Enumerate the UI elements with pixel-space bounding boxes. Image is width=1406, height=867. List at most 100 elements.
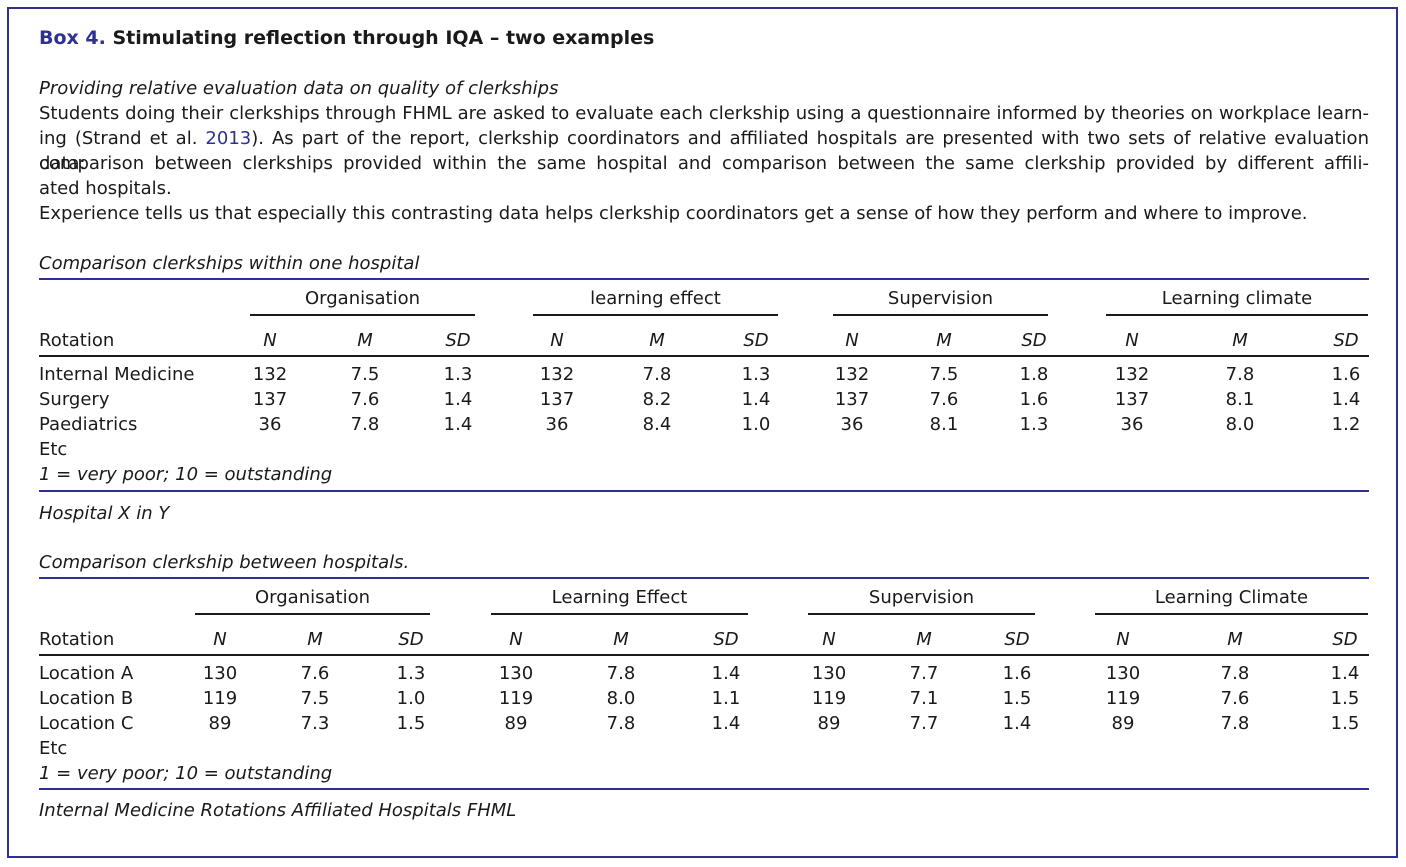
- table-cell: 36: [1120, 414, 1144, 435]
- scale-note: 1 = very poor; 10 = outstanding: [39, 763, 333, 784]
- table-cell: 137: [834, 389, 870, 410]
- column-group-underline: [808, 613, 1035, 615]
- table-top-rule: [39, 278, 1369, 280]
- table-cell: 137: [252, 389, 288, 410]
- row-label: Location A: [39, 663, 134, 684]
- column-subheader: M: [307, 629, 323, 650]
- column-subheader: M: [649, 330, 665, 351]
- table-cell: 7.7: [909, 713, 939, 734]
- row-etc: Etc: [39, 738, 68, 759]
- table-cell: 137: [1114, 389, 1150, 410]
- table-cell: 132: [252, 364, 288, 385]
- table-cell: 1.4: [443, 414, 473, 435]
- column-group-underline: [1095, 613, 1368, 615]
- table-cell: 1.4: [711, 713, 741, 734]
- row-header: Rotation: [39, 330, 115, 351]
- column-group-underline: [833, 314, 1048, 316]
- column-subheader: SD: [398, 629, 424, 650]
- paragraph-line-2: ing (Strand et al. 2013). As part of the…: [39, 126, 1369, 176]
- table-cell: 132: [834, 364, 870, 385]
- table-cell: 119: [1105, 688, 1141, 709]
- column-subheader: M: [916, 629, 932, 650]
- table-cell: 7.5: [929, 364, 959, 385]
- table-cell: 1.3: [443, 364, 473, 385]
- row-label: Location B: [39, 688, 134, 709]
- table-cell: 1.3: [1019, 414, 1049, 435]
- row-etc: Etc: [39, 439, 68, 460]
- column-subheader: N: [845, 330, 859, 351]
- column-subheader: SD: [1021, 330, 1047, 351]
- table-cell: 8.0: [1225, 414, 1255, 435]
- table-cell: 1.0: [396, 688, 426, 709]
- column-subheader: N: [213, 629, 227, 650]
- table-cell: 7.6: [929, 389, 959, 410]
- table-cell: 1.5: [1002, 688, 1032, 709]
- table-cell: 119: [498, 688, 534, 709]
- table-cell: 7.8: [1225, 364, 1255, 385]
- column-subheader: SD: [743, 330, 769, 351]
- column-subheader: N: [550, 330, 564, 351]
- column-group-header: Learning Climate: [1154, 587, 1309, 608]
- table-cell: 7.8: [1220, 713, 1250, 734]
- column-group-header: Supervision: [887, 288, 994, 309]
- table-cell: 1.4: [711, 663, 741, 684]
- box-subtitle: Providing relative evaluation data on qu…: [39, 78, 559, 99]
- column-subheader: N: [1116, 629, 1130, 650]
- table-top-rule: [39, 577, 1369, 579]
- table-cell: 1.6: [1002, 663, 1032, 684]
- table-cell: 132: [539, 364, 575, 385]
- table-cell: 7.5: [300, 688, 330, 709]
- table-header-rule: [39, 654, 1369, 656]
- table-cell: 1.3: [741, 364, 771, 385]
- table-cell: 36: [258, 414, 282, 435]
- column-group-underline: [491, 613, 748, 615]
- citation-link[interactable]: 2013: [205, 128, 252, 149]
- table-cell: 7.6: [350, 389, 380, 410]
- table-cell: 130: [202, 663, 238, 684]
- table-cell: 8.1: [1225, 389, 1255, 410]
- table-cell: 7.8: [1220, 663, 1250, 684]
- table-cell: 1.1: [711, 688, 741, 709]
- table-bottom-rule: [39, 788, 1369, 790]
- table-cell: 89: [504, 713, 528, 734]
- table-cell: 7.7: [909, 663, 939, 684]
- table-footer: Internal Medicine Rotations Affiliated H…: [39, 800, 517, 821]
- table-cell: 130: [1105, 663, 1141, 684]
- table-cell: 7.8: [350, 414, 380, 435]
- row-header: Rotation: [39, 629, 115, 650]
- table-cell: 1.6: [1331, 364, 1361, 385]
- column-subheader: N: [1125, 330, 1139, 351]
- table-cell: 1.0: [741, 414, 771, 435]
- column-group-header: Organisation: [254, 587, 370, 608]
- table-cell: 7.8: [606, 663, 636, 684]
- table-cell: 7.5: [350, 364, 380, 385]
- table-cell: 130: [811, 663, 847, 684]
- table-cell: 1.6: [1019, 389, 1049, 410]
- column-subheader: M: [613, 629, 629, 650]
- column-group-underline: [533, 314, 778, 316]
- table-cell: 36: [840, 414, 864, 435]
- table-cell: 1.4: [1002, 713, 1032, 734]
- column-group-header: Organisation: [304, 288, 420, 309]
- table-cell: 7.8: [606, 713, 636, 734]
- table-cell: 89: [1111, 713, 1135, 734]
- table-cell: 8.2: [642, 389, 672, 410]
- column-group-underline: [195, 613, 430, 615]
- table-cell: 1.4: [1331, 389, 1361, 410]
- column-group-header: Supervision: [868, 587, 975, 608]
- column-subheader: SD: [445, 330, 471, 351]
- table-caption: Comparison clerkship between hospitals.: [39, 552, 410, 573]
- paragraph-line-5: Experience tells us that especially this…: [39, 203, 1308, 224]
- table-cell: 7.1: [909, 688, 939, 709]
- column-subheader: M: [1227, 629, 1243, 650]
- table-cell: 1.4: [443, 389, 473, 410]
- table-cell: 1.4: [741, 389, 771, 410]
- table-bottom-rule: [39, 490, 1369, 492]
- row-label: Location C: [39, 713, 134, 734]
- column-group-header: Learning climate: [1161, 288, 1313, 309]
- row-label: Paediatrics: [39, 414, 138, 435]
- paragraph-line-3: comparison between clerkships provided w…: [39, 153, 1369, 174]
- table-cell: 132: [1114, 364, 1150, 385]
- table-cell: 1.5: [1330, 688, 1360, 709]
- table-cell: 8.4: [642, 414, 672, 435]
